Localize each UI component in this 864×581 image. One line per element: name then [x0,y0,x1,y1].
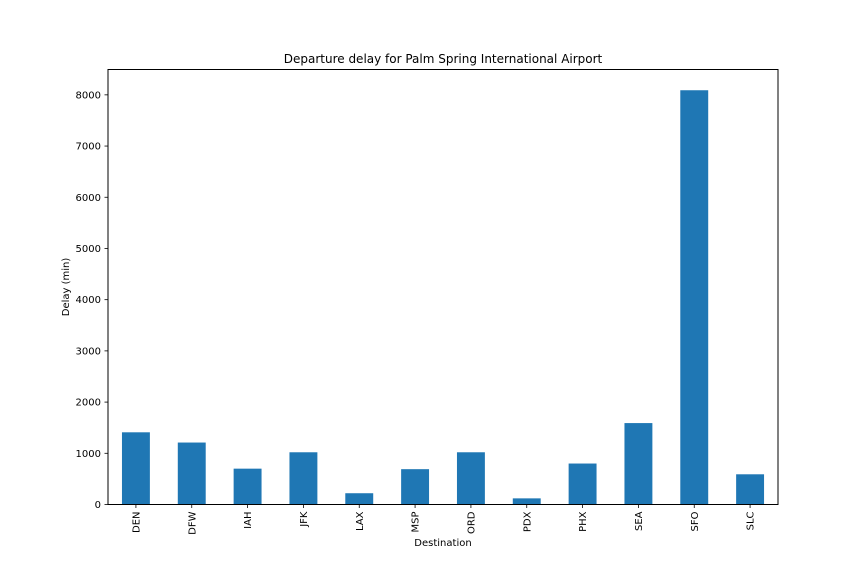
y-tick-label: 7000 [76,142,101,153]
y-tick-label: 6000 [76,193,101,204]
y-axis-label: Delay (min) [61,258,72,317]
x-tick-label: SEA [634,511,645,531]
y-tick-label: 2000 [76,398,101,409]
y-tick-label: 8000 [76,90,101,101]
bar-msp [401,469,430,505]
plot-frame [107,69,779,505]
x-tick-label: JFK [299,511,310,528]
x-tick-label: LAX [355,511,366,531]
bar-pdx [512,498,541,505]
x-tick-label: PHX [578,511,589,532]
x-tick-label: SLC [746,511,757,530]
x-tick-label: DEN [131,512,142,534]
bar-sea [624,423,653,505]
x-tick-label: DFW [187,511,198,534]
bar-den [121,432,150,505]
bar-phx [568,463,597,505]
bar-dfw [177,442,206,505]
y-tick-label: 5000 [76,244,101,255]
bar-iah [233,468,262,505]
x-tick-label: MSP [411,512,422,533]
y-tick-label: 1000 [76,449,101,460]
y-tick-label: 4000 [76,295,101,306]
bar-jfk [289,452,318,505]
bar-ord [456,452,485,505]
y-tick-label: 3000 [76,346,101,357]
bar-slc [736,474,765,505]
bar-lax [345,493,374,505]
x-tick-label: SFO [690,511,701,531]
y-axis-ticks: 0 1000 2000 3000 4000 5000 6000 7000 8000 [76,90,108,511]
chart-title: Departure delay for Palm Spring Internat… [284,52,603,66]
bars-layer [121,90,765,505]
bar-sfo [680,90,709,505]
x-axis-ticks: DEN DFW IAH JFK LAX MSP ORD PDX PHX SEA SFO SLC [131,504,757,535]
y-tick-label: 0 [95,500,101,511]
x-tick-label: PDX [522,511,533,532]
x-tick-label: ORD [466,511,477,534]
x-axis-label: Destination [414,538,471,549]
x-tick-label: IAH [243,512,254,529]
